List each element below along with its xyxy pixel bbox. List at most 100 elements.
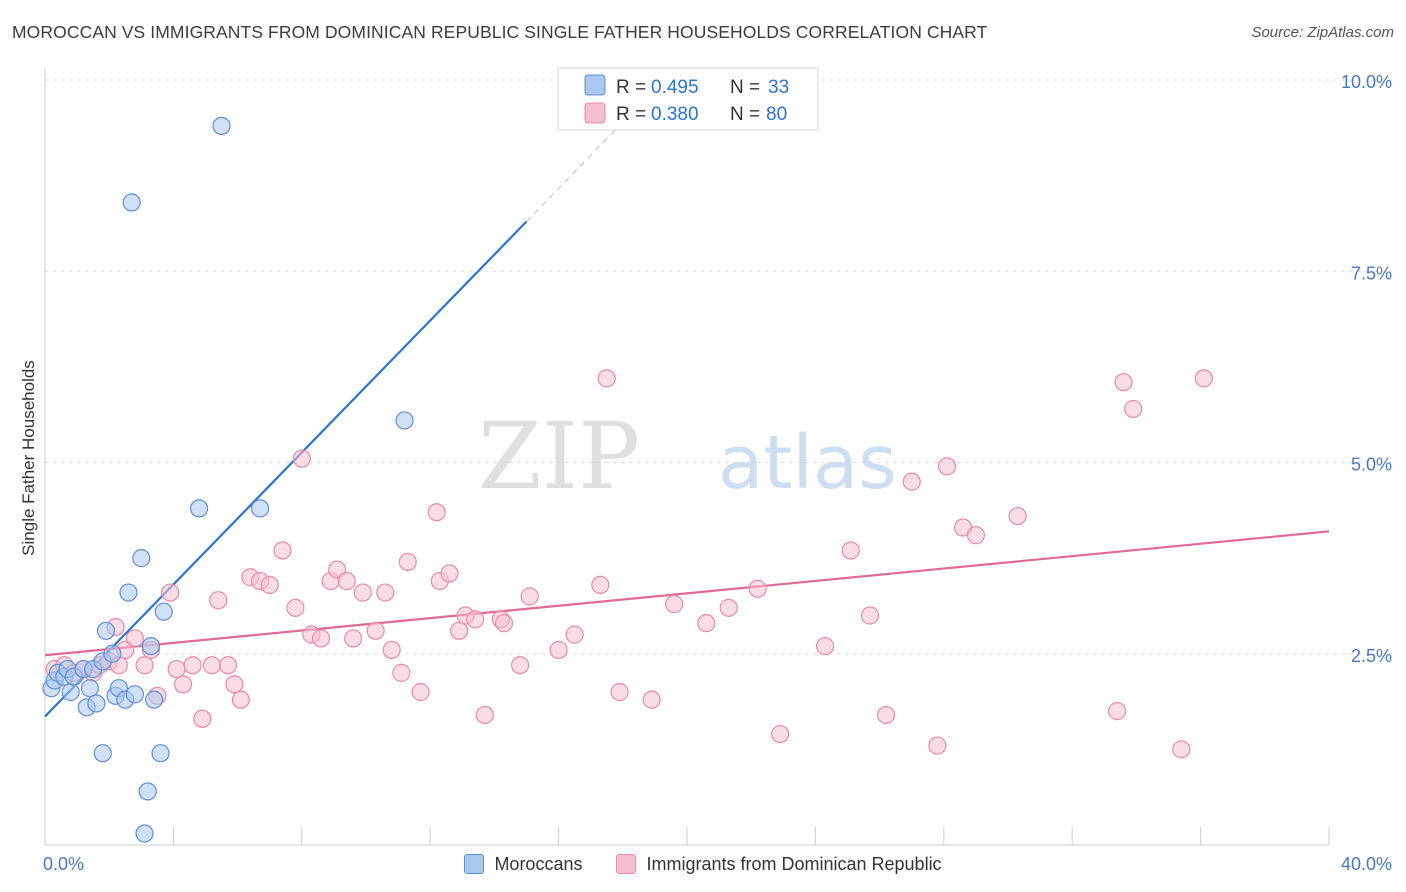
data-point	[125, 629, 144, 648]
data-point	[167, 659, 186, 679]
data-point	[565, 625, 584, 644]
bottom-legend: Moroccans Immigrants from Dominican Repu…	[0, 852, 1406, 876]
legend-n-value: 80	[766, 104, 787, 125]
data-point	[161, 583, 180, 602]
data-point	[466, 610, 485, 629]
data-point	[591, 575, 610, 595]
data-point	[928, 736, 947, 755]
data-point	[398, 552, 417, 572]
data-point	[1172, 740, 1191, 759]
data-point	[1008, 506, 1027, 526]
data-point	[366, 621, 385, 640]
data-point	[202, 656, 222, 675]
data-point	[87, 694, 106, 713]
data-point	[250, 499, 270, 518]
data-point	[815, 636, 835, 656]
data-point	[135, 824, 154, 843]
bottom-legend-item-dominican: Immigrants from Dominican Republic	[616, 854, 942, 875]
data-point	[273, 541, 292, 560]
trend-line	[44, 530, 1330, 657]
watermark: ZIP atlas	[478, 403, 897, 510]
data-point	[231, 690, 250, 709]
data-point	[449, 621, 469, 640]
data-point	[1108, 702, 1127, 721]
data-point	[353, 583, 372, 602]
data-point	[382, 640, 401, 660]
data-point	[427, 503, 446, 522]
data-point	[376, 583, 395, 602]
x-tick-label: 40.0%	[1341, 854, 1392, 874]
data-point	[411, 682, 430, 702]
y-tick-label: 5.0%	[1351, 455, 1392, 475]
y-tick-label: 10.0%	[1341, 72, 1392, 92]
data-point	[475, 705, 494, 725]
y-tick-label: 7.5%	[1351, 263, 1392, 283]
legend-r-value: 0.380	[651, 104, 699, 125]
data-point	[286, 598, 305, 617]
data-point	[1194, 369, 1213, 388]
data-point	[344, 629, 363, 648]
legend-swatch-moroccans	[584, 74, 606, 96]
data-point	[937, 457, 957, 476]
bottom-legend-label: Moroccans	[494, 853, 583, 874]
watermark-zip: ZIP	[478, 403, 640, 510]
axes	[44, 68, 1330, 846]
data-point	[549, 640, 568, 660]
legend-n-value: 33	[768, 77, 789, 98]
gridlines	[45, 79, 1392, 655]
data-point	[193, 709, 212, 728]
tick-labels: 2.5% 5.0% 7.5% 10.0% 0.0% 40.0%	[43, 72, 1392, 874]
data-points	[42, 116, 1213, 843]
watermark-atlas: atlas	[718, 420, 897, 506]
data-point	[966, 526, 986, 545]
data-point	[395, 411, 414, 430]
legend-n-label: N =	[730, 77, 760, 98]
data-point	[119, 583, 138, 602]
legend: R = 0.495 N = 33 R = 0.380 N = 80	[557, 67, 819, 131]
data-point	[311, 629, 331, 648]
data-point	[138, 782, 157, 801]
legend-swatch-dominican	[584, 102, 606, 124]
data-point	[841, 541, 860, 560]
chart-title: MOROCCAN VS IMMIGRANTS FROM DOMINICAN RE…	[12, 22, 988, 42]
data-point	[135, 656, 154, 675]
data-point	[1124, 399, 1143, 419]
data-point	[876, 705, 896, 725]
chart-source: Source: ZipAtlas.com	[1251, 24, 1394, 41]
data-point	[145, 690, 164, 709]
data-point	[665, 594, 684, 614]
data-point	[218, 656, 238, 675]
x-tick-label: 0.0%	[43, 854, 84, 874]
data-point	[61, 682, 80, 702]
legend-n-label: N =	[730, 104, 760, 125]
data-point	[173, 675, 193, 694]
data-point	[337, 571, 356, 591]
data-point	[610, 682, 629, 702]
data-point	[770, 724, 790, 744]
data-point	[225, 675, 244, 694]
data-point	[141, 636, 161, 656]
data-point	[902, 472, 921, 491]
data-point	[860, 606, 880, 625]
trend-lines	[44, 98, 1330, 718]
data-point	[520, 587, 539, 606]
data-point	[80, 679, 100, 698]
data-point	[440, 564, 459, 583]
bottom-legend-item-moroccans: Moroccans	[464, 854, 582, 875]
data-point	[154, 602, 173, 621]
data-point	[719, 598, 738, 617]
data-point	[212, 116, 231, 136]
data-point	[151, 744, 170, 763]
data-point	[597, 369, 616, 388]
legend-r-label: R =	[616, 104, 646, 125]
data-point	[494, 614, 514, 633]
data-point	[93, 744, 112, 763]
data-point	[183, 656, 202, 675]
data-point	[103, 644, 122, 663]
data-point	[1114, 373, 1133, 392]
legend-r-label: R =	[616, 77, 646, 98]
data-point	[125, 685, 144, 704]
trend-line	[44, 220, 528, 718]
data-point	[96, 621, 116, 640]
